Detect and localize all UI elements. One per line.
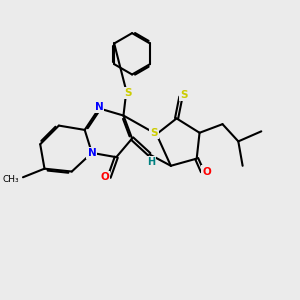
- Text: N: N: [95, 102, 103, 112]
- Text: CH₃: CH₃: [2, 175, 19, 184]
- Text: O: O: [202, 167, 211, 176]
- Text: N: N: [88, 148, 96, 158]
- Text: S: S: [124, 88, 131, 98]
- Text: S: S: [180, 90, 188, 100]
- Text: O: O: [100, 172, 109, 182]
- Text: S: S: [150, 128, 158, 138]
- Text: H: H: [147, 157, 155, 167]
